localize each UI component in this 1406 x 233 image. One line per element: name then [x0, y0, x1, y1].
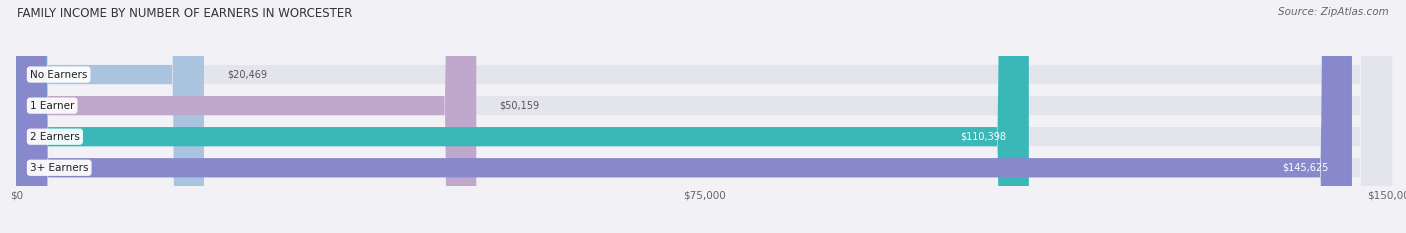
FancyBboxPatch shape — [17, 0, 1029, 233]
FancyBboxPatch shape — [17, 0, 1392, 233]
Text: No Earners: No Earners — [30, 70, 87, 79]
FancyBboxPatch shape — [17, 0, 477, 233]
Text: FAMILY INCOME BY NUMBER OF EARNERS IN WORCESTER: FAMILY INCOME BY NUMBER OF EARNERS IN WO… — [17, 7, 353, 20]
Text: $50,159: $50,159 — [499, 101, 540, 111]
Text: $145,625: $145,625 — [1282, 163, 1329, 173]
Text: 2 Earners: 2 Earners — [30, 132, 80, 142]
Text: $20,469: $20,469 — [226, 70, 267, 79]
Text: 1 Earner: 1 Earner — [30, 101, 75, 111]
Text: $110,398: $110,398 — [960, 132, 1005, 142]
FancyBboxPatch shape — [17, 0, 1353, 233]
FancyBboxPatch shape — [17, 0, 1392, 233]
FancyBboxPatch shape — [17, 0, 204, 233]
Text: Source: ZipAtlas.com: Source: ZipAtlas.com — [1278, 7, 1389, 17]
FancyBboxPatch shape — [17, 0, 1392, 233]
FancyBboxPatch shape — [17, 0, 1392, 233]
Text: 3+ Earners: 3+ Earners — [30, 163, 89, 173]
